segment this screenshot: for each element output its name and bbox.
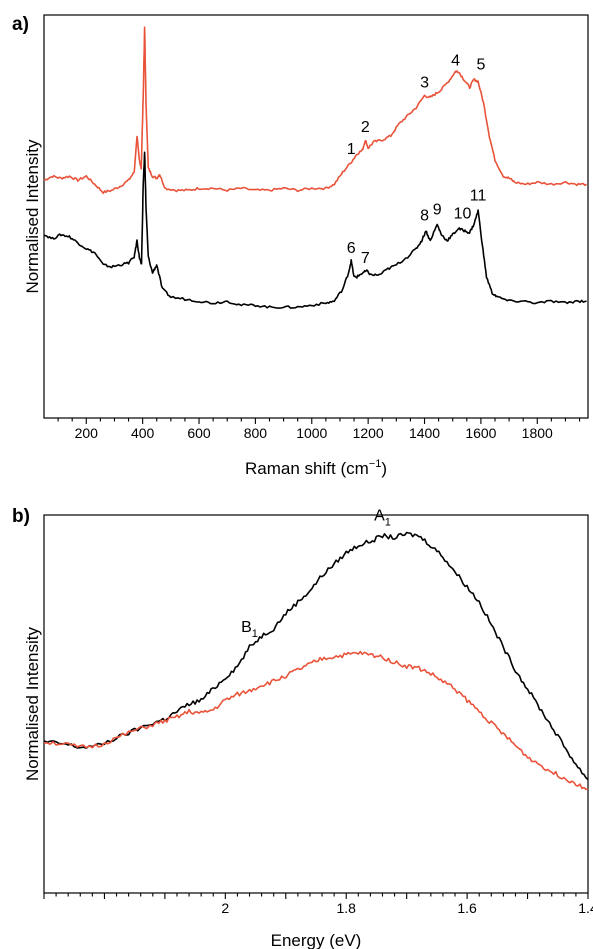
x-tick-label: 1.4 [578,900,593,916]
peak-annotation-text: A [374,508,385,525]
x-axis-title-sup: −1 [369,458,382,470]
peak-annotation: 7 [361,250,370,267]
peak-annotation-text: 9 [433,201,442,218]
peak-annotation: A1 [374,508,391,529]
x-tick-label: 400 [131,425,155,441]
peak-annotation: 1 [347,141,356,158]
series-line-black [43,151,587,309]
x-tick-label: 1000 [296,425,327,441]
series-line-black [43,531,589,781]
plot-frame [43,514,589,894]
x-tick-label: 800 [244,425,268,441]
panel-label: a) [12,14,29,35]
x-tick-label: 600 [187,425,211,441]
panel-label: b) [12,506,30,527]
x-tick-label: 1.6 [457,900,477,916]
y-axis-title: Normalised Intensity [23,627,42,782]
peak-annotation-text: 8 [420,208,429,225]
peak-annotation-text: B [241,619,252,636]
peak-annotation-text: 3 [420,75,429,92]
peak-annotation-text: 5 [476,56,485,73]
x-tick-label: 200 [75,425,99,441]
x-axis-title-main: Raman shift (cm [245,459,369,478]
x-tick-label: 1200 [353,425,384,441]
peak-annotation: 2 [361,119,370,136]
peak-annotation-text: 1 [347,141,356,158]
peak-annotation-text: 11 [470,187,487,204]
x-axis-title: Raman shift (cm−1) [245,458,387,478]
peak-annotation: 9 [433,201,442,218]
x-tick-label: 1800 [522,425,553,441]
x-tick-label: 1400 [409,425,440,441]
peak-annotation: 6 [347,240,356,257]
x-axis-title-tail: ) [381,459,387,478]
peak-annotation-text: 10 [454,206,472,223]
peak-annotation: 4 [451,52,460,69]
peak-annotation-subscript: 1 [252,628,258,640]
peak-annotation: 8 [420,208,429,225]
x-tick-label: 1.8 [336,900,356,916]
x-tick-label: 1600 [465,425,496,441]
peak-annotation-subscript: 1 [385,517,391,529]
plot-frame [43,14,589,419]
peak-annotation-text: 4 [451,52,460,69]
x-axis-title: Energy (eV) [271,931,362,949]
peak-annotation-text: 2 [361,119,370,136]
peak-annotation: 10 [454,206,472,223]
peak-annotation-text: 6 [347,240,356,257]
y-axis-title: Normalised Intensity [23,139,42,294]
peak-annotation-text: 7 [361,250,370,267]
peak-annotation: 11 [470,187,487,204]
peak-annotation: B1 [241,619,258,640]
series-line-red [43,650,589,791]
peak-annotation: 3 [420,75,429,92]
series-line-red [43,26,588,195]
x-tick-label: 2 [221,900,229,916]
peak-annotation: 5 [476,56,485,73]
